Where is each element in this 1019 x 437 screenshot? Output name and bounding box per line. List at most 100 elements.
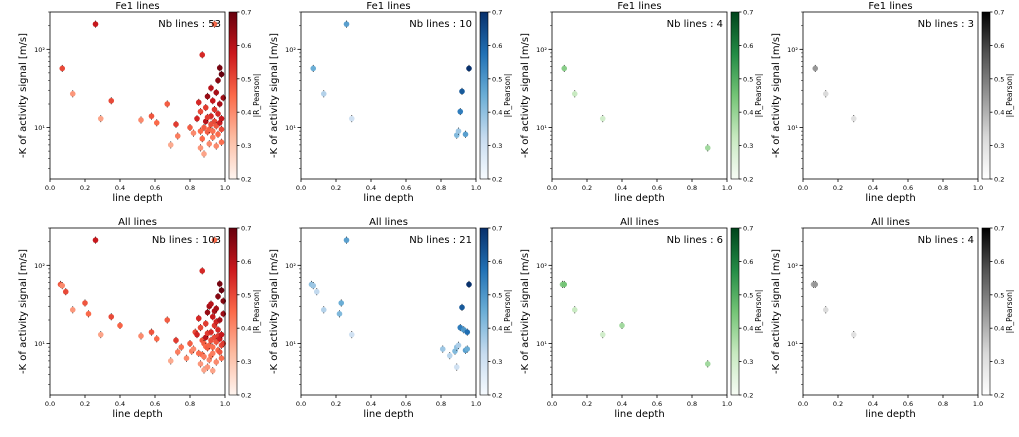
subplot-4: Fe1 lines Nb lines : 3 0.0 0.2 0.4 0.6 0.8 1.0 l… (771, 1, 1014, 204)
data-point (202, 320, 209, 327)
y-tick-label: 10² (34, 262, 45, 270)
x-tick-label: 0.8 (436, 400, 446, 408)
x-tick-label: 1.0 (722, 184, 732, 192)
data-point (138, 333, 144, 339)
x-axis-label: line depth (363, 409, 413, 420)
data-point (92, 237, 99, 243)
x-tick-label: 0.6 (150, 184, 160, 192)
colorbar-tick-label: 0.3 (241, 358, 251, 366)
data-point (561, 281, 568, 288)
data-point (466, 65, 472, 72)
plot-frame (300, 227, 477, 396)
data-point (164, 101, 171, 107)
x-tick-label: 0.2 (582, 400, 592, 408)
colorbar-tick-label: 0.5 (743, 291, 753, 299)
colorbar-tick-label: 0.3 (743, 358, 753, 366)
y-axis-label: -K of activity signal [m/s] (771, 249, 782, 374)
y-tick-label: 10¹ (34, 124, 45, 132)
nb-lines-label: Nb lines : 53 (158, 19, 221, 30)
y-tick-label: 10² (536, 46, 547, 54)
colorbar-tick-label: 0.7 (994, 225, 1004, 233)
data-point (215, 77, 221, 84)
x-tick-label: 0.0 (45, 400, 55, 408)
x-axis-label: line depth (614, 409, 664, 420)
x-tick-label: 1.0 (722, 400, 732, 408)
colorbar-tick-label: 0.5 (241, 75, 251, 83)
data-point (173, 121, 179, 128)
data-point (85, 311, 92, 317)
y-tick-label: 10¹ (34, 340, 45, 348)
data-point (108, 97, 115, 104)
subplot-8: All lines Nb lines : 4 0.0 0.2 0.4 0.6 0.8 1.0 l… (771, 217, 1014, 420)
x-tick-label: 0.4 (115, 400, 125, 408)
nb-lines-label: Nb lines : 6 (667, 235, 723, 246)
data-point (117, 322, 123, 329)
y-tick-label: 10² (787, 46, 798, 54)
x-axis-label: line depth (865, 409, 915, 420)
data-point (464, 346, 471, 352)
subplot-title: Fe1 lines (617, 1, 661, 12)
plot-frame (49, 227, 226, 396)
colorbar-tick-label: 0.5 (241, 291, 251, 299)
y-axis-label: -K of activity signal [m/s] (269, 249, 280, 374)
subplot-title: Fe1 lines (115, 1, 159, 12)
data-point (195, 315, 202, 322)
data-point (209, 128, 216, 134)
data-point (459, 304, 465, 311)
x-tick-label: 1.0 (471, 184, 481, 192)
data-point (213, 89, 220, 96)
x-tick-label: 0.8 (687, 184, 697, 192)
data-point (208, 301, 214, 307)
subplot-title: All lines (118, 217, 157, 228)
colorbar-tick-label: 0.7 (743, 225, 753, 233)
subplot-title: Fe1 lines (366, 1, 410, 12)
colorbar-tick-label: 0.7 (241, 9, 251, 17)
data-point (213, 359, 220, 365)
data-point (206, 140, 213, 147)
data-point (197, 361, 204, 367)
plot-frame (551, 11, 728, 180)
x-tick-label: 1.0 (471, 400, 481, 408)
data-point (822, 307, 829, 313)
x-tick-label: 0.8 (687, 400, 697, 408)
data-point (343, 21, 350, 27)
plot-frame (49, 11, 226, 180)
x-tick-label: 0.2 (833, 184, 843, 192)
data-point (455, 128, 462, 134)
nb-lines-label: Nb lines : 3 (918, 19, 974, 30)
data-point (211, 21, 218, 27)
colorbar-label: |R_Pearson| (754, 290, 763, 334)
data-point (216, 317, 223, 323)
data-point (148, 113, 155, 119)
data-point (462, 131, 469, 138)
colorbar-tick-label: 0.7 (743, 9, 753, 17)
colorbar-tick-label: 0.5 (994, 291, 1004, 299)
colorbar-tick-label: 0.4 (994, 325, 1004, 333)
y-axis-label: -K of activity signal [m/s] (18, 33, 29, 158)
data-point (62, 288, 69, 295)
colorbar-tick-label: 0.2 (743, 176, 753, 184)
subplot-title: Fe1 lines (868, 1, 912, 12)
subplot-5: All lines Nb lines : 103 0.0 0.2 0.4 0.6 0.8 1.… (18, 217, 261, 420)
data-point (69, 91, 76, 97)
colorbar-tick-label: 0.7 (492, 9, 502, 17)
nb-lines-label: Nb lines : 4 (918, 235, 974, 246)
data-point (216, 349, 223, 355)
data-point (571, 91, 578, 97)
colorbar-label: |R_Pearson| (1005, 290, 1014, 334)
data-point (310, 65, 317, 72)
subplot-7: All lines Nb lines : 6 0.0 0.2 0.4 0.6 0.8 1.0 l… (520, 217, 763, 420)
nb-lines-label: Nb lines : 10 (409, 19, 472, 30)
data-point (204, 364, 211, 370)
plot-frame (300, 11, 477, 180)
data-point (187, 124, 193, 131)
colorbar-tick-label: 0.6 (241, 42, 251, 50)
data-point (153, 120, 160, 126)
data-point (213, 305, 220, 312)
x-axis-label: line depth (112, 193, 162, 204)
x-tick-label: 1.0 (220, 184, 230, 192)
x-tick-label: 1.0 (220, 400, 230, 408)
colorbar-label: |R_Pearson| (252, 290, 261, 334)
data-point (174, 133, 181, 139)
